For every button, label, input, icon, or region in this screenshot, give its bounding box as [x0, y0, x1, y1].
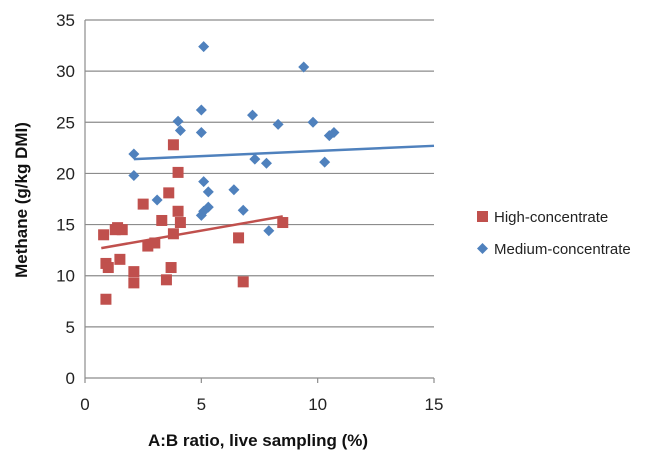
y-tick-label: 10 — [56, 267, 75, 286]
y-tick-label: 25 — [56, 113, 75, 132]
point-medium-concentrate — [172, 115, 184, 127]
trendline-medium-concentrate — [133, 144, 435, 161]
point-high-concentrate — [98, 229, 110, 241]
point-high-concentrate — [128, 266, 140, 278]
axes — [84, 20, 435, 383]
point-medium-concentrate — [298, 61, 310, 73]
point-high-concentrate — [149, 237, 161, 249]
point-high-concentrate — [233, 232, 245, 244]
point-high-concentrate — [160, 274, 172, 286]
point-medium-concentrate — [202, 201, 214, 213]
x-tick-label: 10 — [308, 395, 327, 414]
point-high-concentrate — [137, 198, 149, 210]
point-medium-concentrate — [249, 153, 261, 165]
y-tick-label: 30 — [56, 62, 75, 81]
point-high-concentrate — [128, 277, 140, 289]
point-medium-concentrate — [307, 116, 319, 128]
point-high-concentrate — [174, 217, 186, 229]
y-tick-label: 0 — [66, 369, 75, 388]
legend-label-medium-concentrate: Medium-concentrate — [494, 241, 631, 258]
point-medium-concentrate — [202, 186, 214, 198]
point-high-concentrate — [172, 205, 184, 217]
point-high-concentrate — [163, 187, 175, 199]
point-high-concentrate — [102, 262, 114, 274]
point-medium-concentrate — [198, 176, 210, 188]
y-tick-label: 35 — [56, 11, 75, 30]
point-medium-concentrate — [174, 124, 186, 136]
legend-label-high-concentrate: High-concentrate — [494, 209, 608, 226]
x-tick-label: 5 — [197, 395, 206, 414]
x-tick-label: 15 — [425, 395, 444, 414]
y-axis-title: Methane (g/kg DMI) — [12, 122, 31, 278]
y-tick-label: 20 — [56, 164, 75, 183]
point-high-concentrate — [142, 240, 154, 252]
point-medium-concentrate — [263, 225, 275, 237]
point-medium-concentrate — [195, 209, 207, 221]
y-tick-label: 15 — [56, 216, 75, 235]
x-axis-title: A:B ratio, live sampling (%) — [148, 431, 368, 450]
point-medium-concentrate — [128, 148, 140, 160]
tick-labels: 0 5 10 15 20 25 30 35 0 5 10 15 — [56, 11, 443, 414]
point-medium-concentrate — [198, 41, 210, 53]
y-tick-label: 5 — [66, 318, 75, 337]
point-medium-concentrate — [151, 194, 163, 206]
point-high-concentrate — [100, 293, 112, 305]
point-medium-concentrate — [319, 156, 331, 168]
point-high-concentrate — [165, 262, 177, 274]
point-medium-concentrate — [247, 109, 259, 121]
point-medium-concentrate — [195, 104, 207, 116]
point-medium-concentrate — [128, 169, 140, 181]
point-high-concentrate — [156, 214, 168, 226]
legend-marker-high-concentrate — [477, 211, 488, 222]
point-medium-concentrate — [195, 127, 207, 139]
point-high-concentrate — [172, 166, 184, 178]
point-medium-concentrate — [260, 157, 272, 169]
point-high-concentrate — [114, 253, 126, 265]
trendline-high-concentrate — [101, 215, 283, 250]
point-high-concentrate — [116, 224, 128, 236]
point-medium-concentrate — [272, 118, 284, 130]
point-medium-concentrate — [228, 184, 240, 196]
point-medium-concentrate — [237, 204, 249, 216]
point-high-concentrate — [277, 217, 289, 229]
gridlines — [85, 19, 434, 328]
point-medium-concentrate — [328, 127, 340, 139]
trendlines — [101, 144, 435, 250]
data-points — [98, 41, 340, 305]
legend: High-concentrate Medium-concentrate — [477, 209, 631, 258]
legend-marker-medium-concentrate — [477, 243, 488, 254]
x-tick-label: 0 — [80, 395, 89, 414]
point-high-concentrate — [237, 276, 249, 288]
point-high-concentrate — [167, 139, 179, 151]
point-high-concentrate — [167, 228, 179, 240]
